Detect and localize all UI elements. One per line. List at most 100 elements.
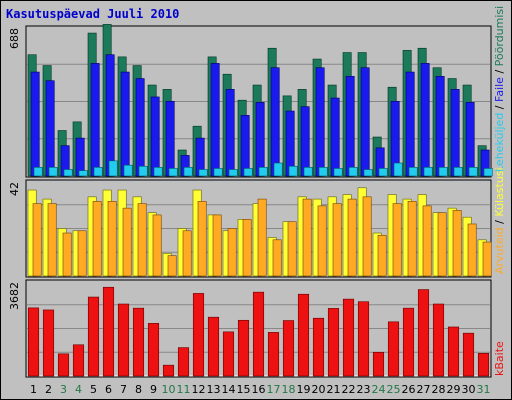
bar-pages: [90, 63, 100, 177]
right-axis-labels: Leheküljed / Faile / PöördumisiArvuteid …: [493, 6, 506, 376]
panels: 688 42 3682: [8, 24, 493, 378]
bar-files: [33, 167, 43, 177]
bar-kbytes: [102, 286, 115, 377]
bar-pages: [120, 71, 130, 177]
bar-hosts: [317, 205, 327, 277]
bar-files: [438, 167, 448, 177]
bar-hosts: [362, 196, 372, 277]
bar-pages: [45, 80, 55, 177]
legend-bottom: kBaite: [493, 341, 506, 376]
bar-files: [363, 169, 373, 177]
bar-files: [258, 167, 268, 177]
chart-title: Kasutuspäevad Juuli 2010: [6, 7, 179, 21]
bar-files: [123, 164, 133, 177]
bar-pages: [105, 54, 115, 177]
bar-files: [453, 167, 463, 177]
bar-files: [303, 167, 313, 177]
bar-kbytes: [162, 364, 175, 377]
bar-hosts: [242, 219, 252, 277]
bar-hosts: [437, 212, 447, 277]
bar-kbytes: [312, 317, 325, 377]
x-tick-label: 19: [297, 383, 311, 396]
bar-files: [318, 167, 328, 177]
bar-hosts: [182, 230, 192, 277]
bar-pages: [150, 96, 160, 177]
bar-kbytes: [297, 293, 310, 377]
bar-kbytes: [72, 344, 85, 377]
bar-hosts: [167, 255, 177, 277]
bar-kbytes: [387, 321, 400, 377]
bar-files: [243, 168, 253, 177]
bar-hosts: [92, 201, 102, 277]
bar-hosts: [302, 198, 312, 277]
x-tick-label: 10: [162, 383, 176, 396]
bar-kbytes: [267, 332, 280, 377]
bar-kbytes: [132, 307, 145, 377]
x-tick-label: 26: [402, 383, 416, 396]
bar-kbytes: [27, 307, 40, 377]
bar-pages: [270, 67, 280, 177]
bar-kbytes: [42, 309, 55, 377]
bar-kbytes: [432, 303, 445, 377]
bar-hosts: [257, 198, 267, 277]
bar-files: [288, 165, 298, 177]
legend-top: Leheküljed / Faile / Pöördumisi: [493, 6, 506, 172]
bar-hosts: [287, 221, 297, 277]
bar-pages: [210, 63, 220, 177]
bar-kbytes: [117, 303, 130, 377]
bar-pages: [315, 67, 325, 177]
x-tick-label: 31: [477, 383, 491, 396]
bar-kbytes: [87, 296, 100, 377]
bar-hosts: [47, 203, 57, 277]
bar-hosts: [332, 203, 342, 277]
bar-pages: [135, 78, 145, 177]
bar-hosts: [272, 239, 282, 277]
bar-files: [183, 167, 193, 177]
bar-kbytes: [177, 347, 190, 377]
bar-pages: [465, 102, 475, 177]
bar-hosts: [227, 228, 237, 277]
middle-panel-ymax-label: 42: [8, 182, 21, 196]
x-tick-label: 16: [252, 383, 266, 396]
bar-pages: [330, 97, 340, 177]
x-tick-label: 21: [327, 383, 341, 396]
bar-hosts: [137, 203, 147, 277]
bar-files: [108, 160, 118, 177]
bar-pages: [30, 71, 40, 177]
bar-files: [213, 168, 223, 177]
bar-kbytes: [192, 293, 205, 377]
x-tick-label: 17: [267, 383, 281, 396]
bar-kbytes: [462, 332, 475, 377]
bar-kbytes: [237, 319, 250, 377]
bar-hosts: [407, 201, 417, 277]
bar-kbytes: [252, 291, 265, 377]
bar-files: [393, 162, 403, 177]
bar-pages: [240, 115, 250, 177]
bar-files: [333, 168, 343, 177]
x-tick-label: 1: [30, 383, 37, 396]
x-tick-label: 5: [90, 383, 97, 396]
bar-kbytes: [282, 320, 295, 377]
bar-pages: [450, 89, 460, 177]
bar-kbytes: [327, 308, 340, 377]
bar-hosts: [152, 214, 162, 277]
x-tick-label: 23: [357, 383, 371, 396]
x-tick-label: 24: [372, 383, 386, 396]
bottom-panel-ymax-label: 3682: [8, 282, 21, 310]
bar-files: [48, 167, 58, 177]
bar-pages: [225, 89, 235, 177]
x-tick-label: 13: [207, 383, 221, 396]
top-panel: 688: [8, 24, 493, 178]
bar-kbytes: [147, 323, 160, 377]
bar-kbytes: [222, 331, 235, 377]
x-tick-label: 27: [417, 383, 431, 396]
bar-pages: [420, 63, 430, 177]
x-tick-label: 2: [45, 383, 52, 396]
x-tick-label: 12: [192, 383, 206, 396]
legend-middle: Arvuteid / Külastusi: [493, 167, 506, 274]
x-axis-labels: 1 2 3 4 5 6 7 8 9 10 11 12 13 14 15 16 17 18 19 20 21 22 23 24 2…: [30, 383, 491, 396]
top-panel-ymax-label: 688: [8, 28, 21, 49]
bar-pages: [300, 106, 310, 177]
bar-kbytes: [417, 289, 430, 377]
